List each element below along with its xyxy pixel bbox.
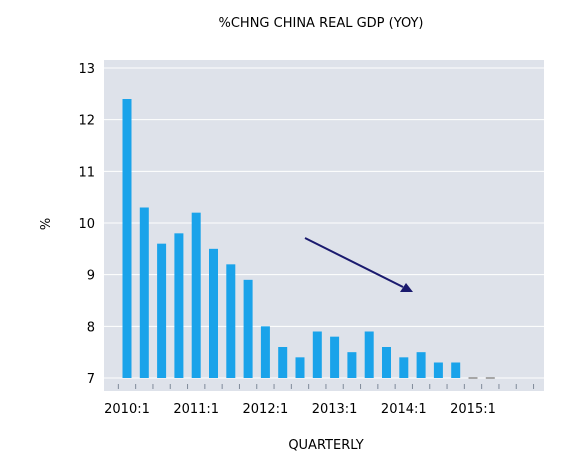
x-tick-label: 2014:1 xyxy=(381,402,427,417)
bar-2014-q1 xyxy=(399,357,409,378)
bar-2011-q2 xyxy=(209,248,218,378)
x-tick-label: 2013:1 xyxy=(312,402,358,417)
y-axis-label: % xyxy=(39,218,54,230)
bar-2012-q2 xyxy=(278,347,288,378)
bar-2014-q3 xyxy=(433,362,443,378)
bar-2013-q2 xyxy=(347,352,357,378)
bar-2010-q1 xyxy=(122,99,132,378)
y-tick-label: 8 xyxy=(87,320,95,335)
bar-2012-q4 xyxy=(312,331,322,378)
y-tick-label: 12 xyxy=(78,114,95,129)
bar-2013-q4 xyxy=(382,347,391,378)
x-axis-label: QUARTERLY xyxy=(288,438,363,453)
bar-2012-q1 xyxy=(260,326,270,378)
bar-2015-q2 xyxy=(485,377,495,379)
y-tick-label: 10 xyxy=(78,217,95,232)
x-tick-label: 2012:1 xyxy=(243,402,289,417)
y-tick-label: 13 xyxy=(78,62,95,77)
trend-arrow-head xyxy=(400,283,413,292)
y-tick-label: 11 xyxy=(78,165,95,180)
x-tick-label: 2010:1 xyxy=(104,402,150,417)
plot-area xyxy=(104,60,544,391)
bar-2014-q4 xyxy=(451,362,461,378)
bar-2010-q2 xyxy=(139,207,149,378)
bar-2010-q3 xyxy=(157,243,167,378)
x-tick-label: 2015:1 xyxy=(450,402,496,417)
y-tick-label: 7 xyxy=(87,372,95,387)
trend-arrow xyxy=(304,237,404,288)
y-axis-ticks: 7 8 9 10 11 12 13 xyxy=(78,62,95,387)
bar-2013-q3 xyxy=(364,331,374,378)
chart-title: %CHNG CHINA REAL GDP (YOY) xyxy=(219,16,424,31)
bar-2011-q3 xyxy=(226,264,236,378)
bars xyxy=(122,99,495,379)
bar-2015-q1 xyxy=(468,377,478,379)
x-axis-ticks: 2010:1 2011:1 2012:1 2013:1 2014:1 2015:1 xyxy=(104,384,535,417)
bar-2014-q2 xyxy=(416,352,426,378)
y-tick-label: 9 xyxy=(87,269,95,284)
bar-2013-q1 xyxy=(330,336,340,378)
bar-2012-q3 xyxy=(295,357,305,378)
bar-2011-q1 xyxy=(191,212,201,378)
x-tick-label: 2011:1 xyxy=(173,402,219,417)
bar-2010-q4 xyxy=(174,233,184,378)
bar-2011-q4 xyxy=(243,279,253,378)
